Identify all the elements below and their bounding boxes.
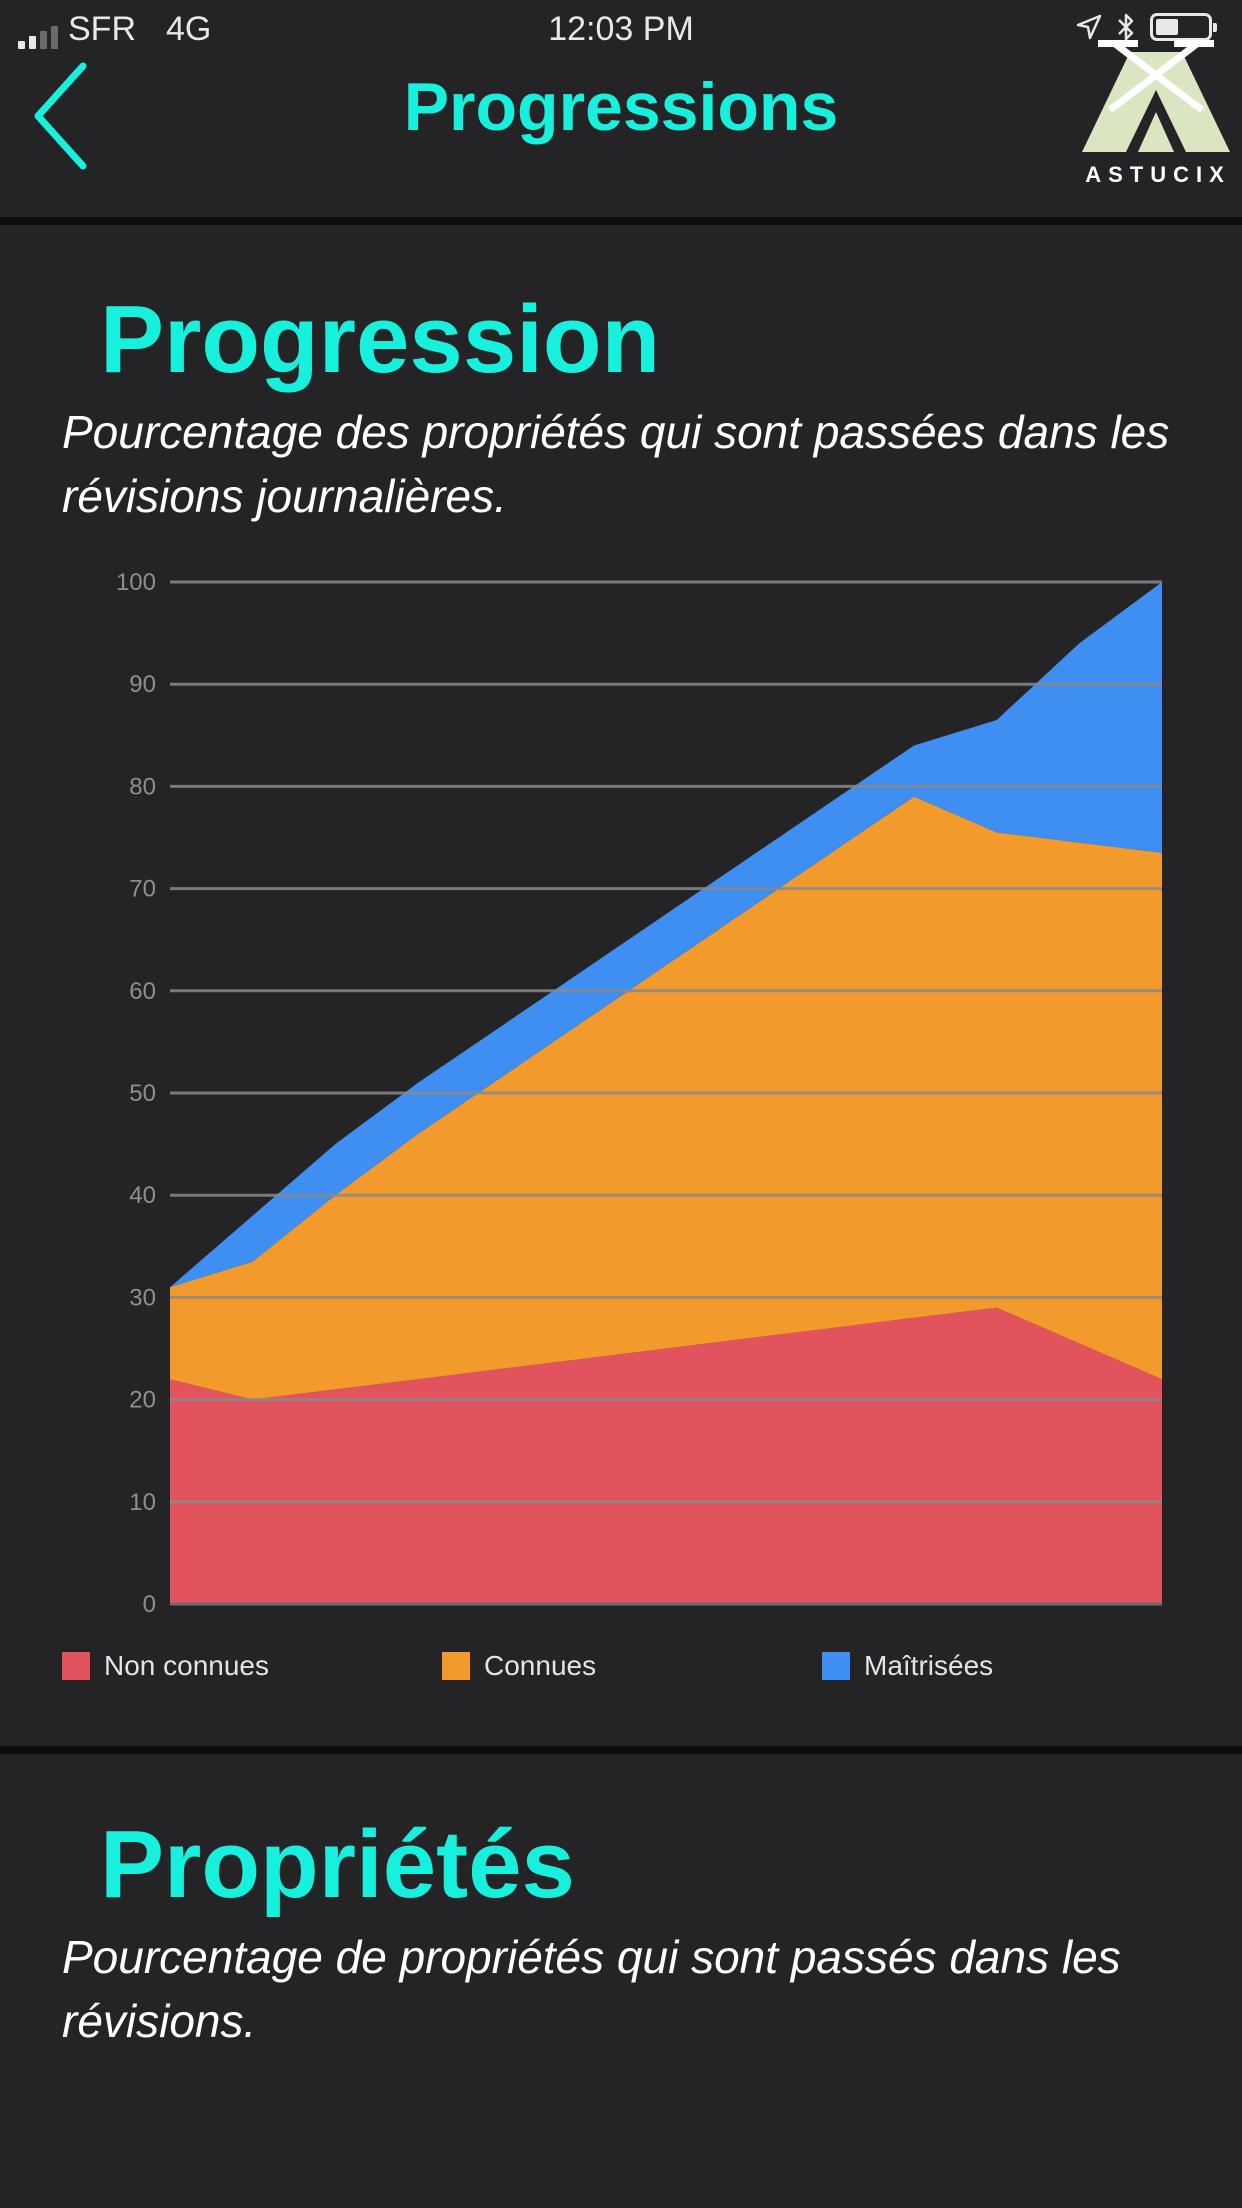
- proprietes-description: Pourcentage de propriétés qui sont passé…: [62, 1931, 1121, 2047]
- section-divider: [0, 1746, 1242, 1754]
- y-tick-label-90: 90: [129, 671, 156, 698]
- bluetooth-icon: [1118, 13, 1134, 41]
- progression-chart: 0 10 20 30 40 50 60 70 80 90 100: [116, 569, 1162, 1618]
- y-tick-label-70: 70: [129, 876, 156, 903]
- legend-label-non-connues: Non connues: [104, 1650, 270, 1681]
- page-title: Progressions: [403, 69, 839, 145]
- y-tick-label-0: 0: [143, 1591, 156, 1618]
- y-tick-label-100: 100: [116, 569, 156, 596]
- y-tick-label-40: 40: [129, 1182, 156, 1209]
- legend-label-maitrisees: Maîtrisées: [864, 1650, 994, 1681]
- legend-swatch-connues: [442, 1652, 470, 1680]
- network-type: 4G: [166, 10, 212, 48]
- legend-swatch-non-connues: [62, 1652, 90, 1680]
- location-arrow-icon: [1076, 14, 1102, 40]
- y-tick-label-80: 80: [129, 773, 156, 800]
- progression-title: Progression: [100, 286, 661, 393]
- header-divider: [0, 217, 1242, 225]
- area-series-non-connues: [170, 1307, 1162, 1604]
- y-tick-label-60: 60: [129, 978, 156, 1005]
- astucix-logo: [1082, 40, 1230, 152]
- nav-bar: Progressions ASTUCIX: [0, 40, 1242, 215]
- y-tick-label-50: 50: [129, 1080, 156, 1107]
- y-tick-label-10: 10: [129, 1489, 156, 1516]
- signal-strength-icon: [18, 23, 58, 49]
- y-tick-label-20: 20: [129, 1387, 156, 1414]
- carrier-name: SFR: [68, 10, 136, 48]
- battery-icon: [1150, 13, 1217, 41]
- status-bar: SFR 4G 12:03 PM: [0, 0, 1242, 60]
- chevron-left-icon: [34, 62, 87, 170]
- area-series-connues: [170, 796, 1162, 1400]
- legend-swatch-maitrisees: [822, 1652, 850, 1680]
- legend-connues: Connues: [442, 1650, 596, 1682]
- y-tick-label-30: 30: [129, 1284, 156, 1311]
- proprietes-title: Propriétés: [100, 1811, 575, 1918]
- status-right: [1076, 12, 1217, 42]
- logo-text: ASTUCIX: [1085, 162, 1231, 187]
- legend-maitrisees: Maîtrisées: [822, 1650, 993, 1682]
- legend-non-connues: Non connues: [62, 1650, 269, 1682]
- chart-legend: Non connues Connues Maîtrisées: [0, 1650, 1242, 1690]
- back-button[interactable]: [28, 50, 98, 170]
- progression-description: Pourcentage des propriétés qui sont pass…: [62, 406, 1170, 522]
- legend-label-connues: Connues: [484, 1650, 597, 1681]
- status-left: SFR 4G: [18, 10, 211, 49]
- status-time: 12:03 PM: [548, 10, 694, 48]
- area-series-ma-tris-es: [170, 582, 1162, 1288]
